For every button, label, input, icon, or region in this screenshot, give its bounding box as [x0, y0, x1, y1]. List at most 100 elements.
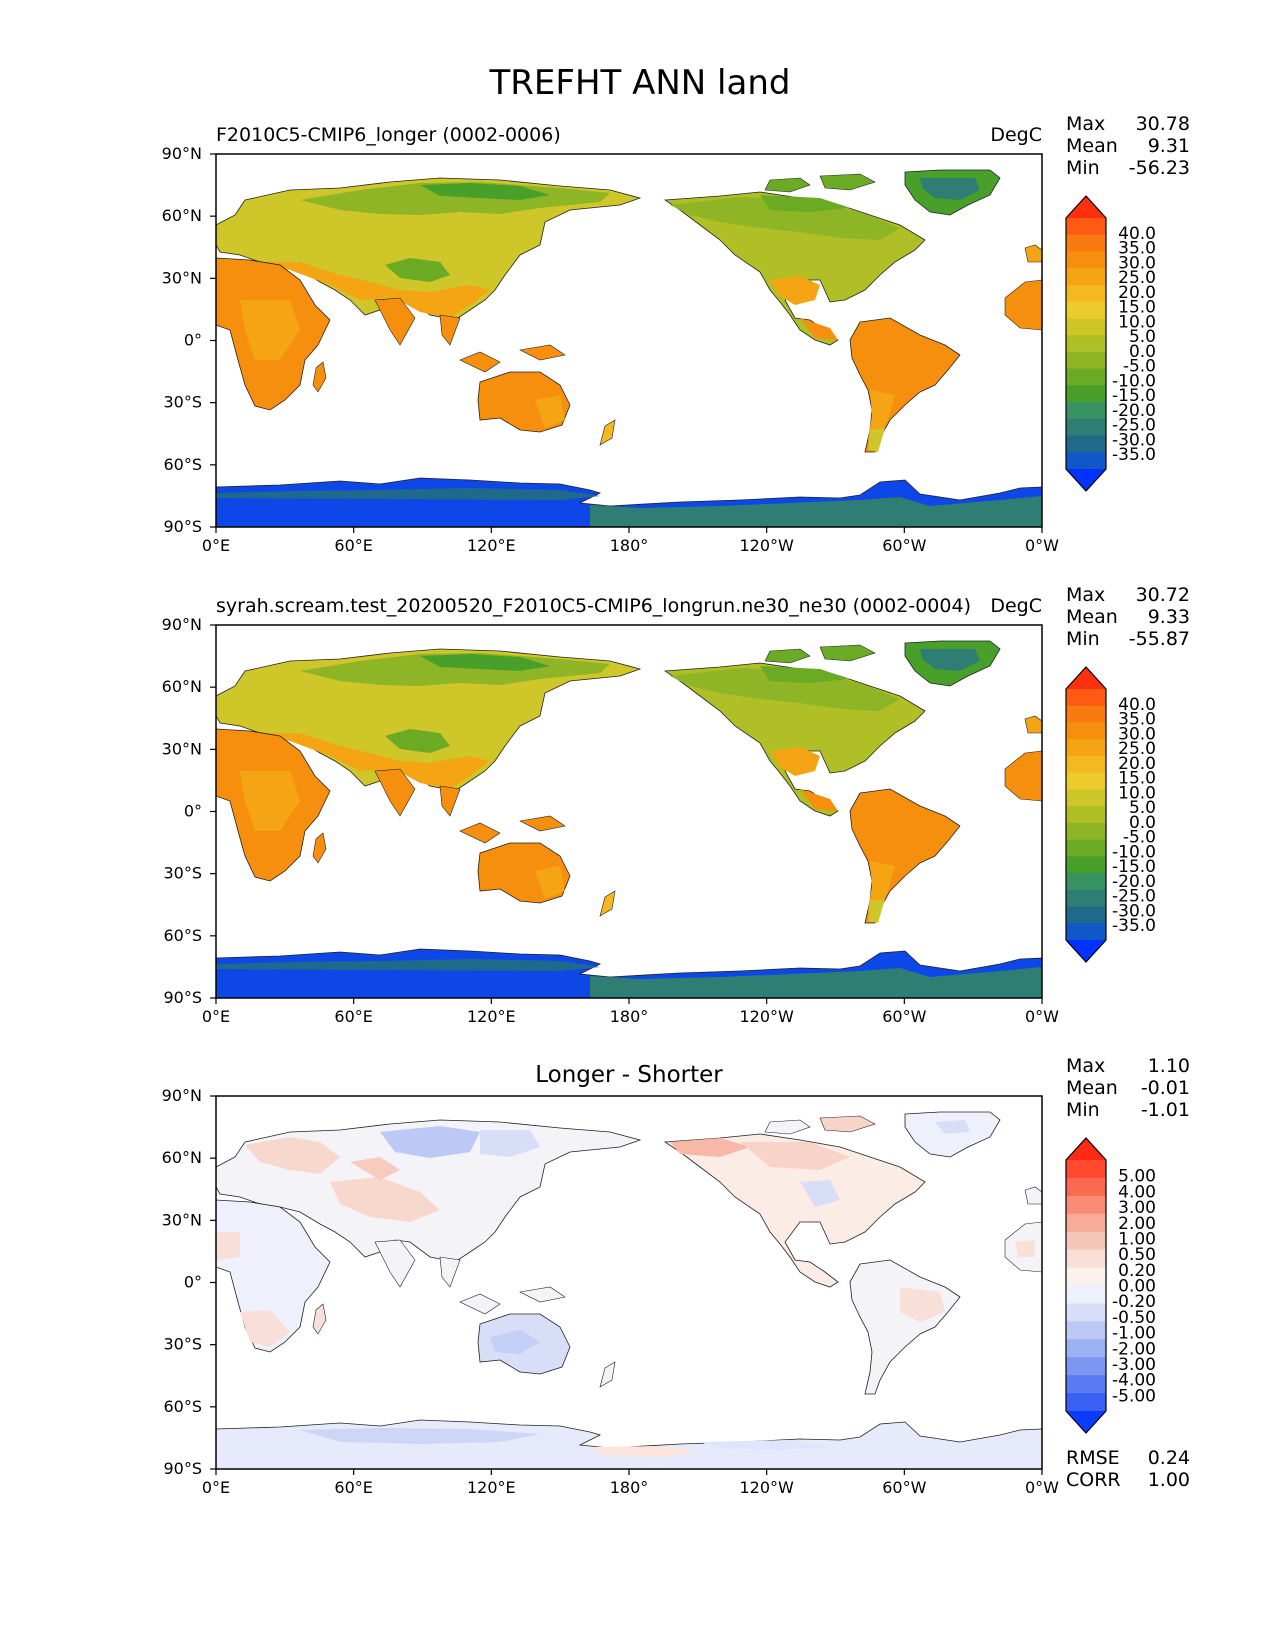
- colorbar-segment: [1066, 1303, 1106, 1322]
- colorbar: 5.004.003.002.001.000.500.200.00-0.20-0.…: [1065, 1137, 1156, 1434]
- colorbar-segment: [1066, 1213, 1106, 1233]
- x-tick-label: 0°W: [1025, 536, 1059, 555]
- colorbar-tick-label: 0.0: [1129, 813, 1156, 833]
- y-tick-label: 90°S: [163, 1459, 202, 1478]
- x-tick-label: 0°E: [202, 536, 230, 555]
- x-tick-label: 120°W: [739, 1478, 794, 1497]
- colorbar-tick-label: 15.0: [1118, 298, 1156, 318]
- y-tick-label: 90°S: [163, 517, 202, 536]
- colorbar-segment: [1066, 435, 1106, 453]
- colorbar-segment: [1066, 385, 1106, 403]
- stat-min-label: Min: [1066, 1099, 1100, 1121]
- colorbar-tick-label: 25.0: [1118, 739, 1156, 759]
- panel-title: Longer - Shorter: [535, 1062, 723, 1088]
- colorbar-tick-label: 30.0: [1118, 724, 1156, 744]
- stat-mean-label: Mean: [1066, 606, 1118, 628]
- colorbar-extend-top: [1066, 667, 1106, 689]
- colorbar: 40.035.030.025.020.015.010.05.00.0-5.0 -1…: [1065, 195, 1156, 492]
- colorbar-extend-bottom: [1066, 469, 1106, 491]
- map-area: [216, 154, 1042, 527]
- y-tick-label: 90°N: [162, 615, 202, 634]
- colorbar-segment: [1066, 268, 1106, 286]
- colorbar-tick-label: -15.0: [1112, 386, 1156, 406]
- colorbar-segment: [1066, 1195, 1106, 1215]
- map-area: [216, 625, 1042, 998]
- colorbar-extend-top: [1066, 196, 1106, 218]
- colorbar-segment: [1066, 689, 1106, 707]
- colorbar-tick-label: 15.0: [1118, 769, 1156, 789]
- x-tick-label: 120°E: [467, 1478, 516, 1497]
- colorbar-tick-label: 20.0: [1118, 283, 1156, 303]
- y-tick-label: 60°N: [162, 1148, 202, 1167]
- colorbar-tick-label: 25.0: [1118, 268, 1156, 288]
- colorbar-segment: [1066, 839, 1106, 857]
- figure-title: TREFHT ANN land: [489, 63, 791, 103]
- colorbar-tick-label: -35.0: [1112, 916, 1156, 936]
- stat-mean-value: 9.31: [1148, 135, 1190, 157]
- colorbar-tick-label: -5.0: [1123, 357, 1156, 377]
- colorbar-tick-label: -0.50: [1112, 1308, 1156, 1328]
- x-tick-label: 0°W: [1025, 1007, 1059, 1026]
- colorbar-tick-label: 3.00: [1118, 1198, 1156, 1218]
- colorbar-tick-label: -20.0: [1112, 872, 1156, 892]
- stat-min-value: -56.23: [1129, 157, 1190, 179]
- axis-ticks: 0°E 60°E 120°E 180° 120°W 60°W 0°W 90°N 60°N 30°N…: [162, 144, 1060, 555]
- metric-corr-value: 1.00: [1148, 1469, 1190, 1491]
- panel-test: F2010C5-CMIP6_longer (0002-0006) DegC: [162, 124, 1060, 555]
- colorbar-tick-label: 40.0: [1118, 695, 1156, 715]
- colorbar-tick-label: 4.00: [1118, 1182, 1156, 1202]
- colorbar-segment: [1066, 318, 1106, 336]
- y-tick-label: 60°S: [163, 1397, 202, 1416]
- stat-min-value: -1.01: [1141, 1099, 1190, 1121]
- stat-min-label: Min: [1066, 628, 1100, 650]
- x-tick-label: 180°: [610, 536, 649, 555]
- x-tick-label: 60°W: [882, 1007, 926, 1026]
- colorbar-segment: [1066, 418, 1106, 437]
- colorbar-tick-label: 5.0: [1129, 327, 1156, 347]
- x-tick-label: 60°W: [882, 1478, 926, 1497]
- metric-rmse-value: 0.24: [1148, 1447, 1190, 1469]
- colorbar-segment: [1066, 772, 1106, 790]
- panel-title: F2010C5-CMIP6_longer (0002-0006): [216, 124, 561, 146]
- colorbar-segment: [1066, 722, 1106, 740]
- colorbar-outline: [1065, 195, 1107, 492]
- metric-corr-label: CORR: [1066, 1469, 1121, 1491]
- colorbar-tick-label: 0.50: [1118, 1245, 1156, 1265]
- colorbar-segment: [1066, 1177, 1106, 1197]
- y-tick-label: 60°S: [163, 926, 202, 945]
- y-tick-label: 30°S: [163, 864, 202, 883]
- colorbar-segment: [1066, 1285, 1106, 1304]
- x-tick-label: 60°W: [882, 536, 926, 555]
- x-tick-label: 180°: [610, 1007, 649, 1026]
- colorbar-tick-label: 40.0: [1118, 224, 1156, 244]
- y-tick-label: 30°N: [162, 1210, 202, 1229]
- stat-mean-value: -0.01: [1141, 1077, 1190, 1099]
- colorbar-tick-label: 30.0: [1118, 253, 1156, 273]
- colorbar-tick-label: -0.20: [1112, 1292, 1156, 1312]
- stat-min-value: -55.87: [1129, 628, 1190, 650]
- panel-units: DegC: [990, 595, 1042, 617]
- colorbar-segment: [1066, 284, 1106, 303]
- x-tick-label: 60°E: [334, 536, 372, 555]
- colorbar-tick-label: 10.0: [1118, 312, 1156, 332]
- colorbar-tick-label: 35.0: [1118, 239, 1156, 259]
- colorbar-segment: [1066, 452, 1106, 470]
- colorbar-tick-label: 0.0: [1129, 342, 1156, 362]
- colorbar-tick-label: -4.00: [1112, 1371, 1156, 1391]
- colorbar-segment: [1066, 1267, 1106, 1286]
- y-tick-label: 30°S: [163, 1335, 202, 1354]
- colorbar-segment: [1066, 906, 1106, 924]
- colorbar-segment: [1066, 1249, 1106, 1269]
- colorbar-segment: [1066, 335, 1106, 353]
- metric-rmse-label: RMSE: [1066, 1447, 1120, 1469]
- colorbar-segment: [1066, 1393, 1106, 1412]
- stat-max-label: Max: [1066, 1055, 1105, 1077]
- y-tick-label: 90°S: [163, 988, 202, 1007]
- colorbar-segment: [1066, 739, 1106, 757]
- metrics-layer: RMSE 0.24 CORR 1.00: [1066, 1447, 1190, 1491]
- colorbar-tick-label: 0.20: [1118, 1261, 1156, 1281]
- x-tick-label: 120°W: [739, 536, 794, 555]
- colorbar-segment: [1066, 1375, 1106, 1394]
- x-tick-label: 0°E: [202, 1478, 230, 1497]
